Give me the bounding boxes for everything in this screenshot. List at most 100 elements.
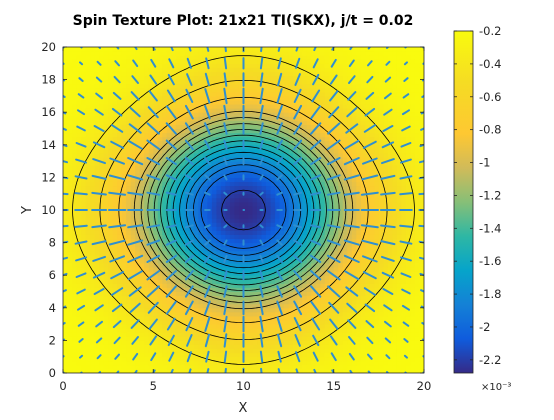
heatmap-cell bbox=[257, 205, 263, 211]
heatmap-cell bbox=[333, 218, 339, 223]
heatmap-cell bbox=[103, 173, 109, 178]
heatmap-cell bbox=[297, 205, 303, 211]
heatmap-cell bbox=[162, 87, 168, 93]
heatmap-cell bbox=[333, 63, 339, 68]
heatmap-cell bbox=[193, 352, 199, 358]
heatmap-cell bbox=[315, 226, 321, 231]
heatmap-cell bbox=[108, 299, 114, 305]
heatmap-cell bbox=[207, 271, 213, 276]
heatmap-cell bbox=[329, 83, 335, 89]
heatmap-cell bbox=[261, 116, 267, 121]
heatmap-cell bbox=[234, 222, 240, 227]
heatmap-cell bbox=[63, 222, 69, 227]
heatmap-cell bbox=[81, 132, 87, 138]
heatmap-cell bbox=[72, 242, 78, 248]
heatmap-cell bbox=[94, 63, 100, 68]
heatmap-cell bbox=[171, 120, 177, 125]
heatmap-cell bbox=[257, 267, 263, 272]
heatmap-cell bbox=[257, 283, 263, 288]
heatmap-cell bbox=[288, 242, 294, 248]
heatmap-cell bbox=[338, 132, 344, 138]
heatmap-cell bbox=[279, 332, 285, 337]
heatmap-cell bbox=[238, 336, 244, 341]
heatmap-cell bbox=[90, 201, 96, 207]
heatmap-cell bbox=[166, 368, 172, 373]
heatmap-cell bbox=[166, 128, 172, 134]
heatmap-cell bbox=[248, 83, 254, 89]
heatmap-cell bbox=[85, 193, 91, 199]
heatmap-cell bbox=[257, 136, 263, 142]
heatmap-cell bbox=[329, 148, 335, 154]
heatmap-cell bbox=[117, 189, 123, 195]
heatmap-cell bbox=[238, 157, 244, 162]
heatmap-cell bbox=[121, 197, 127, 203]
heatmap-cell bbox=[320, 83, 326, 89]
heatmap-cell bbox=[216, 352, 222, 358]
heatmap-cell bbox=[238, 287, 244, 292]
heatmap-cell bbox=[108, 303, 114, 309]
heatmap-cell bbox=[311, 67, 317, 72]
heatmap-cell bbox=[220, 295, 226, 301]
heatmap-cell bbox=[329, 75, 335, 81]
heatmap-cell bbox=[207, 144, 213, 150]
heatmap-cell bbox=[126, 348, 132, 354]
heatmap-cell bbox=[121, 108, 127, 113]
heatmap-cell bbox=[126, 303, 132, 309]
heatmap-cell bbox=[184, 95, 190, 101]
heatmap-cell bbox=[148, 116, 154, 121]
heatmap-cell bbox=[284, 222, 290, 227]
heatmap-cell bbox=[153, 51, 159, 56]
heatmap-cell bbox=[166, 348, 172, 354]
heatmap-cell bbox=[157, 185, 163, 191]
heatmap-cell bbox=[153, 234, 159, 240]
heatmap-cell bbox=[320, 303, 326, 309]
heatmap-cell bbox=[252, 368, 258, 373]
heatmap-cell bbox=[94, 271, 100, 276]
heatmap-cell bbox=[85, 210, 91, 215]
heatmap-cell bbox=[220, 124, 226, 129]
heatmap-cell bbox=[270, 210, 276, 215]
heatmap-cell bbox=[117, 169, 123, 174]
heatmap-cell bbox=[216, 59, 222, 64]
heatmap-cell bbox=[257, 157, 263, 162]
heatmap-cell bbox=[72, 177, 78, 182]
heatmap-cell bbox=[333, 303, 339, 309]
heatmap-cell bbox=[229, 234, 235, 240]
heatmap-cell bbox=[72, 148, 78, 154]
heatmap-cell bbox=[117, 165, 123, 170]
heatmap-cell bbox=[252, 275, 258, 280]
heatmap-cell bbox=[81, 222, 87, 227]
heatmap-cell bbox=[85, 222, 91, 227]
heatmap-cell bbox=[248, 344, 254, 350]
heatmap-cell bbox=[306, 340, 312, 345]
heatmap-cell bbox=[166, 152, 172, 158]
heatmap-cell bbox=[94, 287, 100, 292]
heatmap-cell bbox=[76, 95, 82, 101]
heatmap-cell bbox=[180, 181, 186, 187]
heatmap-cell bbox=[76, 230, 82, 235]
heatmap-cell bbox=[126, 234, 132, 240]
heatmap-cell bbox=[288, 275, 294, 280]
heatmap-cell bbox=[252, 148, 258, 154]
heatmap-cell bbox=[153, 59, 159, 64]
heatmap-cell bbox=[175, 364, 181, 370]
heatmap-cell bbox=[121, 368, 127, 373]
heatmap-cell bbox=[108, 67, 114, 72]
heatmap-cell bbox=[99, 307, 105, 313]
heatmap-cell bbox=[189, 303, 195, 309]
heatmap-cell bbox=[175, 283, 181, 288]
heatmap-cell bbox=[76, 315, 82, 321]
heatmap-cell bbox=[275, 55, 281, 60]
heatmap-cell bbox=[153, 295, 159, 301]
heatmap-cell bbox=[135, 356, 141, 362]
heatmap-cell bbox=[157, 320, 163, 325]
heatmap-cell bbox=[320, 295, 326, 301]
heatmap-cell bbox=[211, 234, 217, 240]
heatmap-cell bbox=[180, 315, 186, 321]
heatmap-cell bbox=[202, 132, 208, 138]
heatmap-cell bbox=[90, 47, 96, 52]
heatmap-cell bbox=[220, 95, 226, 101]
heatmap-cell bbox=[270, 193, 276, 199]
heatmap-cell bbox=[238, 230, 244, 235]
heatmap-cell bbox=[279, 360, 285, 366]
